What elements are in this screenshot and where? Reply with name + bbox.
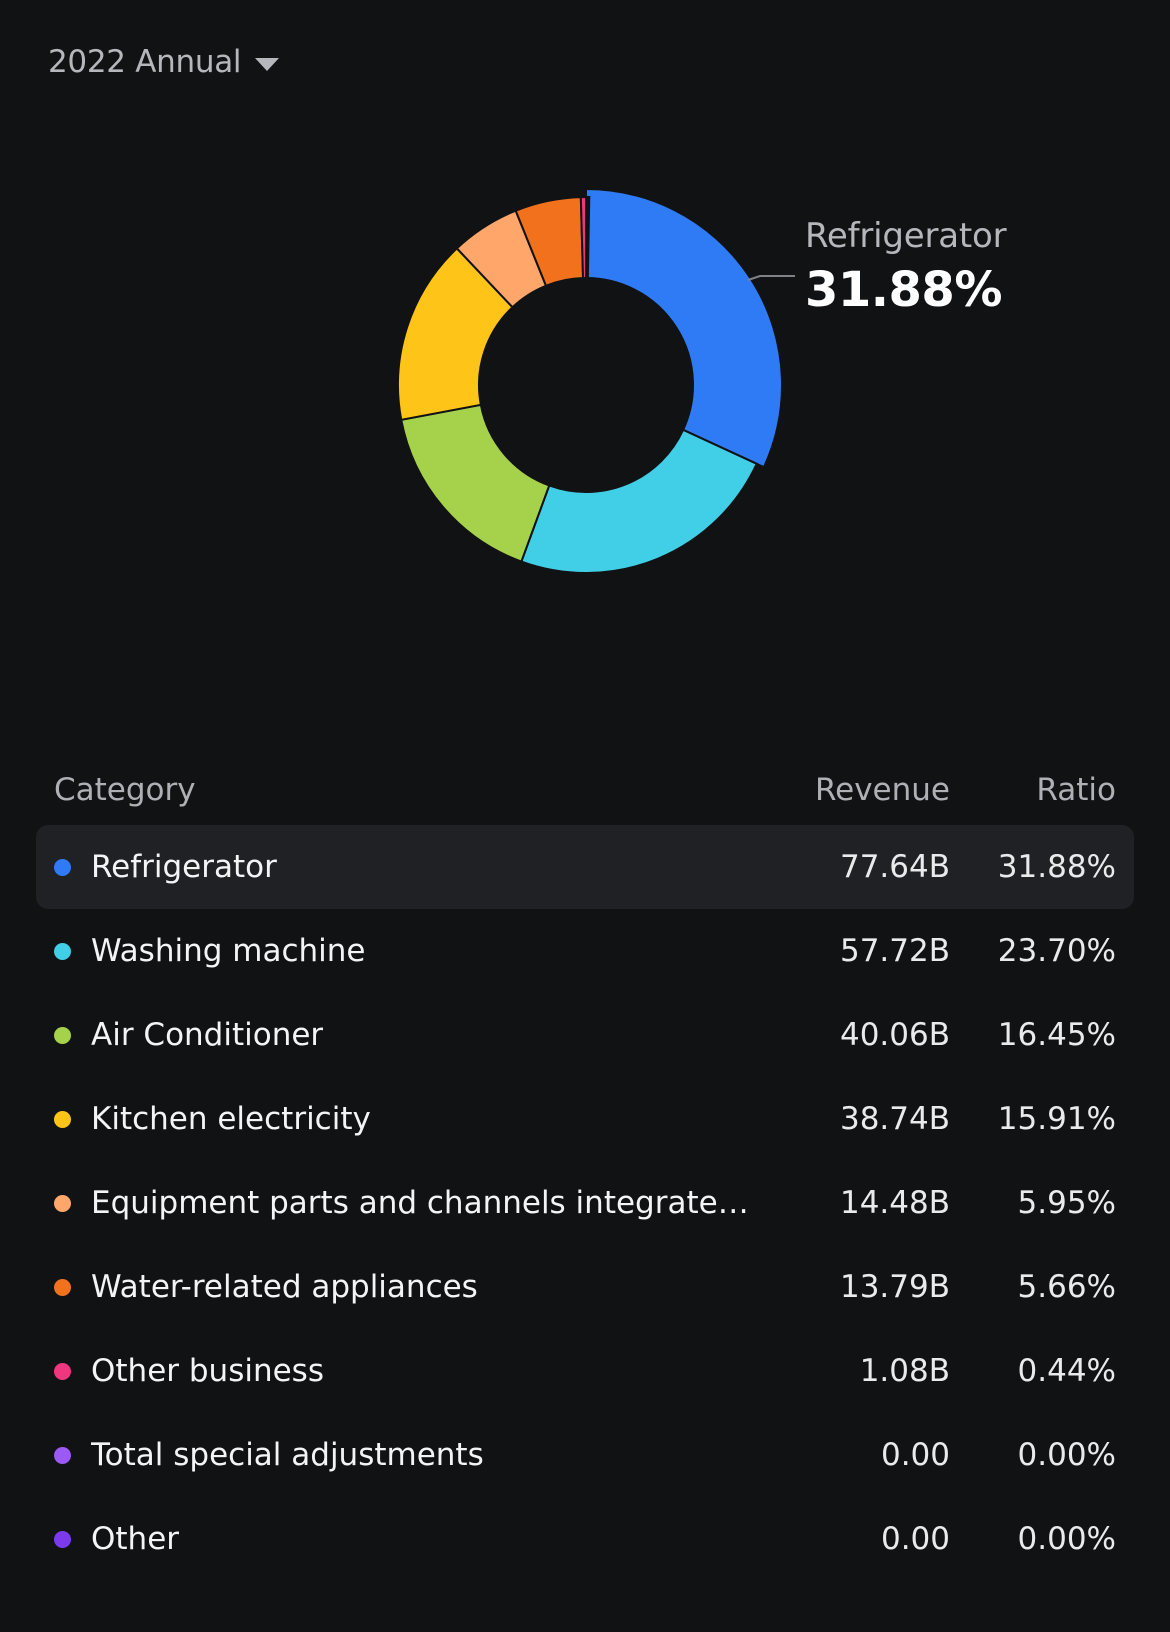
table-row[interactable]: Equipment parts and channels integrated … [36, 1161, 1134, 1245]
ratio-cell: 0.00% [1017, 1521, 1116, 1557]
revenue-cell: 13.79B [839, 1269, 950, 1305]
ratio-cell: 15.91% [997, 1101, 1116, 1137]
table-row[interactable]: Other business 1.08B 0.44% [36, 1329, 1134, 1413]
category-cell: Other [36, 1521, 750, 1557]
ratio-cell: 5.66% [1017, 1269, 1116, 1305]
ratio-cell: 5.95% [1017, 1185, 1116, 1221]
donut-chart-svg [397, 187, 795, 574]
table-row[interactable]: Air Conditioner 40.06B 16.45% [36, 993, 1134, 1077]
revenue-cell: 0.00 [880, 1521, 950, 1557]
donut-slice-washing-machine[interactable] [520, 428, 759, 574]
table-row[interactable]: Refrigerator 77.64B 31.88% [36, 825, 1134, 909]
category-name: Other [91, 1521, 180, 1557]
revenue-cell: 77.64B [839, 849, 950, 885]
revenue-cell: 0.00 [880, 1437, 950, 1473]
ratio-cell: 23.70% [997, 933, 1116, 969]
callout-percentage: 31.88% [805, 262, 1002, 318]
category-cell: Other business [36, 1353, 750, 1389]
selected-slice-callout: Refrigerator 31.88% [805, 216, 1007, 320]
category-cell: Washing machine [36, 933, 750, 969]
legend-dot [54, 1110, 71, 1128]
legend-dot [54, 1026, 71, 1044]
table-body: Refrigerator 77.64B 31.88% Washing machine 5… [36, 825, 1134, 1581]
header-category: Category [54, 772, 196, 808]
revenue-cell: 57.72B [839, 933, 950, 969]
donut-slice-refrigerator[interactable] [585, 187, 783, 469]
category-table: Category Revenue Ratio Refrigerator 77.64… [36, 755, 1134, 1581]
category-cell: Refrigerator [36, 849, 750, 885]
category-cell: Air Conditioner [36, 1017, 750, 1053]
table-row[interactable]: Other 0.00 0.00% [36, 1497, 1134, 1581]
category-cell: Kitchen electricity [36, 1101, 750, 1137]
legend-dot [54, 858, 71, 876]
category-cell: Water-related appliances [36, 1269, 750, 1305]
category-name: Air Conditioner [91, 1017, 324, 1053]
table-row[interactable]: Washing machine 57.72B 23.70% [36, 909, 1134, 993]
donut-slice-other[interactable] [585, 195, 591, 280]
ratio-cell: 16.45% [997, 1017, 1116, 1053]
callout-category: Refrigerator [805, 216, 1007, 256]
donut-chart: Refrigerator 31.88% [0, 150, 1170, 650]
caret-down-icon [255, 57, 280, 71]
revenue-cell: 38.74B [839, 1101, 950, 1137]
revenue-cell: 14.48B [839, 1185, 950, 1221]
category-name: Total special adjustments [91, 1437, 484, 1473]
category-name: Water-related appliances [91, 1269, 478, 1305]
legend-dot [54, 1530, 71, 1548]
ratio-cell: 31.88% [997, 849, 1116, 885]
callout-leader-line [747, 275, 795, 281]
legend-dot [54, 1194, 71, 1212]
category-cell: Total special adjustments [36, 1437, 750, 1473]
ratio-cell: 0.00% [1017, 1437, 1116, 1473]
legend-dot [54, 1446, 71, 1464]
legend-dot [54, 1278, 71, 1296]
category-name: Other business [91, 1353, 324, 1389]
category-cell: Equipment parts and channels integrated … [36, 1185, 750, 1221]
category-name: Washing machine [91, 933, 366, 969]
ratio-cell: 0.44% [1017, 1353, 1116, 1389]
category-name: Refrigerator [91, 849, 277, 885]
header-revenue: Revenue [814, 772, 950, 808]
table-header: Category Revenue Ratio [36, 755, 1134, 825]
period-label: 2022 Annual [48, 44, 242, 80]
legend-dot [54, 942, 71, 960]
category-name: Equipment parts and channels integrated … [91, 1185, 750, 1221]
category-name: Kitchen electricity [91, 1101, 371, 1137]
header-ratio: Ratio [1036, 772, 1116, 808]
table-row[interactable]: Kitchen electricity 38.74B 15.91% [36, 1077, 1134, 1161]
table-row[interactable]: Water-related appliances 13.79B 5.66% [36, 1245, 1134, 1329]
revenue-cell: 1.08B [859, 1353, 950, 1389]
period-dropdown[interactable]: 2022 Annual [48, 38, 280, 86]
legend-dot [54, 1362, 71, 1380]
table-row[interactable]: Total special adjustments 0.00 0.00% [36, 1413, 1134, 1497]
revenue-cell: 40.06B [839, 1017, 950, 1053]
donut-slice-air-conditioner[interactable] [400, 403, 551, 563]
